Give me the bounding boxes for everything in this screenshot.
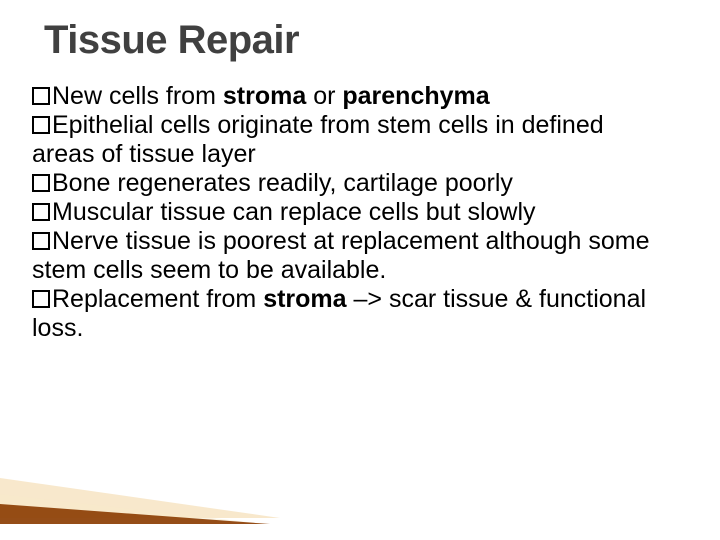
text-part: Nerve tissue is poorest at replacement a… — [32, 227, 650, 284]
text-bold: stroma — [223, 82, 306, 110]
bullet-list: New cells from stroma or parenchyma Epit… — [32, 82, 672, 343]
text-bold: stroma — [263, 285, 346, 313]
slide-title: Tissue Repair — [44, 18, 299, 63]
text-part: Muscular tissue can replace cells but sl… — [52, 198, 536, 226]
list-item: Nerve tissue is poorest at replacement a… — [32, 227, 672, 285]
square-bullet-icon — [32, 203, 50, 221]
square-bullet-icon — [32, 290, 50, 308]
list-item: Muscular tissue can replace cells but sl… — [32, 198, 672, 227]
list-item: New cells from stroma or parenchyma — [32, 82, 672, 111]
text-part: Epithelial cells originate from stem cel… — [32, 111, 604, 168]
square-bullet-icon — [32, 174, 50, 192]
square-bullet-icon — [32, 232, 50, 250]
text-part: Bone regenerates readily, cartilage poor… — [52, 169, 513, 197]
square-bullet-icon — [32, 116, 50, 134]
decorative-triangles — [0, 474, 290, 524]
list-item: Bone regenerates readily, cartilage poor… — [32, 169, 672, 198]
text-part: Replacement from — [52, 285, 263, 313]
text-bold: parenchyma — [342, 82, 489, 110]
list-item: Epithelial cells originate from stem cel… — [32, 111, 672, 169]
list-item: Replacement from stroma –> scar tissue &… — [32, 285, 672, 343]
slide-container: Tissue Repair New cells from stroma or p… — [0, 0, 720, 540]
text-part: or — [306, 82, 342, 110]
square-bullet-icon — [32, 87, 50, 105]
triangle-icon — [0, 504, 270, 524]
text-part: New cells from — [52, 82, 223, 110]
